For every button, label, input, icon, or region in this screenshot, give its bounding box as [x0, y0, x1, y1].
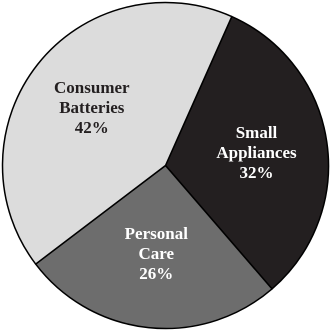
pie-slice-label-line: Appliances [216, 143, 297, 162]
pie-slice-0 [164, 15, 330, 290]
pie-slice-value-label: 32% [240, 163, 274, 182]
pie-slice-value-label: 26% [139, 264, 173, 283]
pie-slice-label-line: Consumer [54, 78, 130, 97]
pie-slice-label-1: Personal Care 26% [125, 224, 189, 283]
pie-slice-label-line: Batteries [59, 98, 125, 117]
pie-slice-label-line: Personal [125, 224, 189, 243]
pie-slice-1 [34, 164, 273, 330]
pie-slice-value-label: 42% [75, 118, 109, 137]
pie-slice-label-0: Small Appliances 32% [216, 123, 297, 182]
pie-slice-label-line: Care [139, 244, 175, 263]
pie-slice-2 [1, 1, 233, 265]
pie-slice-label-2: Consumer Batteries 42% [54, 78, 130, 137]
pie-slice-label-line: Small [236, 123, 278, 142]
